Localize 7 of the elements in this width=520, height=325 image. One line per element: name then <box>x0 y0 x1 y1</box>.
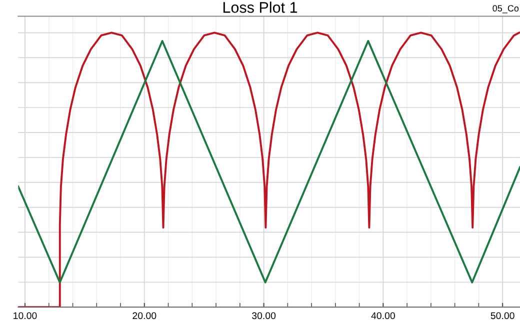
x-tick-label: 20.00 <box>132 312 156 320</box>
x-tick-label: 50.00 <box>490 312 514 320</box>
chart-title: Loss Plot 1 <box>223 2 298 13</box>
x-tick-label: 30.00 <box>252 312 276 320</box>
x-tick-label: 40.00 <box>371 312 395 320</box>
text: 05_Co <box>492 5 519 14</box>
x-tick-label: 10.00 <box>14 312 37 320</box>
